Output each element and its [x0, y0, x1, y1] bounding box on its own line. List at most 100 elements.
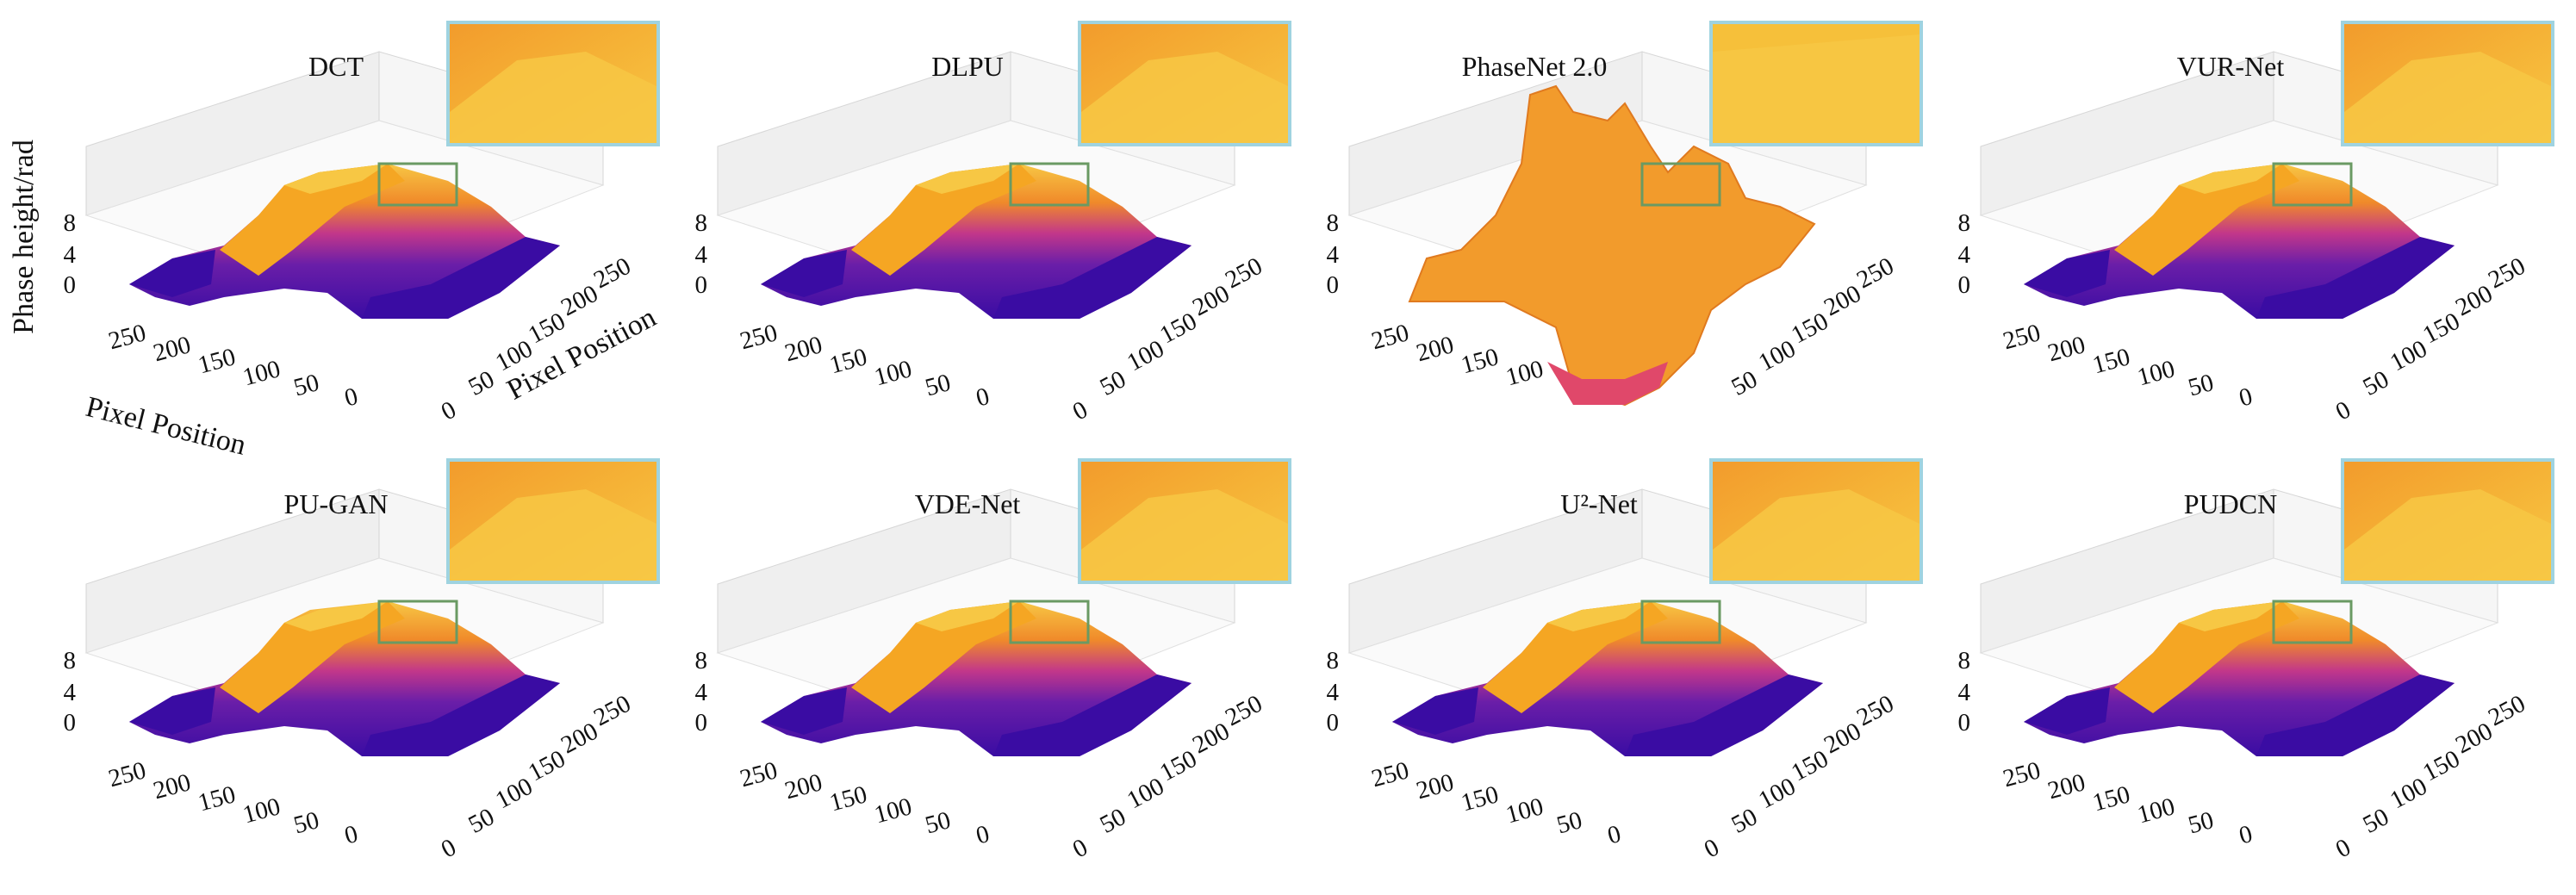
- x-tick-label: 250: [106, 319, 149, 355]
- z-tick-label: 0: [1327, 709, 1340, 737]
- y-tick-label: 100: [1123, 335, 1168, 377]
- surface-peak: [2179, 164, 2282, 194]
- surface-ridge: [851, 164, 1036, 276]
- x-tick-label: 150: [2090, 343, 2133, 379]
- panel-title: VUR-Net: [2177, 51, 2285, 82]
- y-tick-label: 150: [1155, 308, 1201, 350]
- roi-box: [377, 162, 458, 207]
- z-tick-label: 8: [64, 209, 77, 237]
- zoom-inset-highlight: [1713, 34, 1920, 143]
- x-tick-label: 200: [151, 331, 194, 367]
- y-tick-label: 50: [1727, 803, 1762, 839]
- z-tick-label: 4: [64, 241, 77, 269]
- surface-peak: [1547, 601, 1651, 631]
- y-tick-label: 50: [1727, 365, 1762, 401]
- x-tick-label: 100: [1503, 792, 1546, 829]
- x-tick-label: 100: [2135, 792, 2178, 829]
- y-tick-label: 200: [2451, 718, 2497, 760]
- surface-peak: [916, 164, 1019, 194]
- x-axis-label: Pixel Position: [83, 391, 249, 462]
- x-tick-label: 250: [2000, 319, 2044, 355]
- x-tick-label: 200: [1414, 768, 1457, 805]
- panel-title: PU-GAN: [284, 488, 389, 519]
- x-tick-label: 150: [827, 780, 870, 817]
- x-tick-label: 100: [2135, 355, 2178, 391]
- surface-ridge: [851, 601, 1036, 713]
- roi-box: [1009, 162, 1090, 207]
- x-tick-label: 0: [974, 382, 992, 413]
- surface-low-left: [2024, 250, 2110, 297]
- y-tick-label: 100: [491, 773, 537, 815]
- x-tick-label: 250: [1369, 756, 1412, 792]
- surface-peak: [284, 601, 388, 631]
- y-tick-label: 150: [1787, 745, 1832, 787]
- z-tick-label: 4: [1327, 241, 1340, 269]
- y-tick-label: 250: [1221, 252, 1266, 295]
- surface-ridge: [2114, 164, 2299, 276]
- y-tick-label: 200: [2451, 280, 2497, 322]
- z-tick-label: 8: [695, 209, 708, 237]
- y-tick-label: 250: [1221, 690, 1266, 732]
- x-tick-label: 0: [1605, 820, 1624, 850]
- y-tick-label: 250: [1852, 252, 1898, 295]
- z-tick-label: 0: [695, 271, 708, 299]
- y-tick-label: 50: [1095, 803, 1130, 839]
- zoom-inset-highlight: [1713, 489, 1920, 581]
- y-tick-label: 250: [589, 690, 635, 732]
- y-tick-label: 0: [1068, 834, 1092, 864]
- x-tick-label: 0: [2237, 820, 2256, 850]
- y-tick-label: 0: [437, 396, 461, 426]
- surface-ridge: [1483, 601, 1668, 713]
- z-tick-label: 4: [695, 241, 708, 269]
- z-tick-label: 8: [1327, 209, 1340, 237]
- y-tick-label: 100: [1754, 773, 1800, 815]
- z-tick-label: 4: [695, 679, 708, 706]
- roi-box: [2272, 162, 2353, 207]
- x-tick-label: 50: [923, 806, 954, 839]
- surface-ridge: [2114, 601, 2299, 713]
- z-tick-label: 0: [64, 271, 77, 299]
- surface-low-left: [761, 250, 847, 297]
- panel-title: U²-Net: [1560, 488, 1638, 519]
- x-tick-label: 150: [1459, 343, 1502, 379]
- surface-low-right: [2256, 237, 2455, 319]
- y-tick-label: 50: [464, 803, 499, 839]
- y-tick-label: 0: [2331, 834, 2355, 864]
- panel-title: PUDCN: [2184, 488, 2277, 519]
- x-tick-label: 50: [2186, 369, 2217, 401]
- x-tick-label: 100: [872, 355, 915, 391]
- surface-low-left: [129, 250, 215, 297]
- x-tick-label: 50: [1554, 806, 1585, 839]
- y-tick-label: 150: [2418, 745, 2464, 787]
- roi-box: [377, 600, 458, 644]
- surface-low-right: [993, 674, 1192, 756]
- y-tick-label: 50: [1095, 365, 1130, 401]
- x-tick-label: 50: [923, 369, 954, 401]
- zoom-inset-highlight: [2344, 52, 2551, 143]
- x-tick-label: 50: [291, 806, 322, 839]
- y-tick-label: 200: [1188, 280, 1234, 322]
- y-tick-label: 50: [2358, 365, 2393, 401]
- y-tick-label: 100: [2386, 335, 2431, 377]
- panel-title: DLPU: [931, 51, 1004, 82]
- surface-ridge: [220, 164, 405, 276]
- y-tick-label: 200: [1188, 718, 1234, 760]
- roi-box: [1640, 600, 1721, 644]
- zoom-inset-highlight: [2344, 489, 2551, 581]
- surface-low-left: [1392, 687, 1478, 735]
- x-tick-label: 250: [1369, 319, 1412, 355]
- y-tick-label: 200: [557, 718, 602, 760]
- x-tick-label: 100: [1503, 355, 1546, 391]
- x-tick-label: 150: [827, 343, 870, 379]
- surface-peak: [284, 164, 388, 194]
- y-tick-label: 150: [1787, 308, 1832, 350]
- z-tick-label: 0: [1958, 271, 1971, 299]
- x-tick-label: 150: [1459, 780, 1502, 817]
- y-tick-label: 200: [1820, 280, 1865, 322]
- x-tick-label: 0: [2237, 382, 2256, 413]
- x-tick-label: 100: [240, 355, 283, 391]
